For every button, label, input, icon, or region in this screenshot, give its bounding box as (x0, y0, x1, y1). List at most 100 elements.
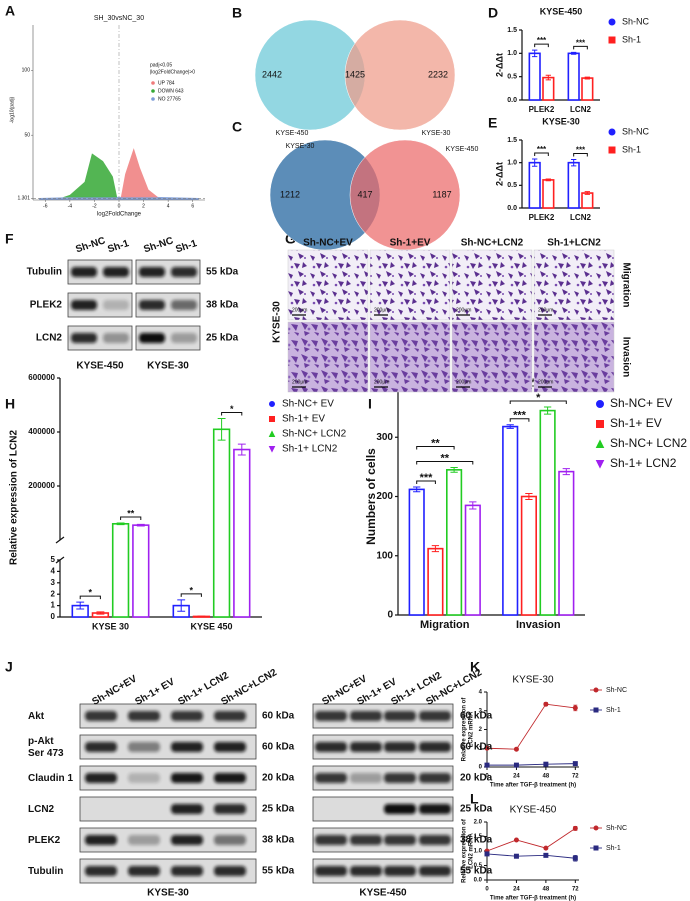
legend-title: padj<0.05 (150, 62, 172, 68)
marker (608, 36, 616, 44)
venn-count: 2232 (428, 69, 448, 79)
blot-band (139, 267, 165, 277)
legend-label: Sh-NC (622, 126, 650, 136)
y-tick-label: 600000 (28, 373, 55, 382)
size-label: 60 kDa (262, 742, 295, 753)
row-label: LCN2 (36, 333, 63, 344)
y-tick-label: 0.0 (474, 878, 483, 884)
size-label: 55 kDa (460, 866, 493, 877)
bar (502, 425, 519, 616)
bar (528, 161, 541, 209)
significance-bracket (416, 460, 474, 465)
lane-label: Sh-NC (142, 235, 174, 255)
blot-band (315, 773, 347, 783)
marker (513, 853, 519, 859)
y-tick-label: 3 (479, 708, 483, 714)
significance-label: *** (513, 410, 527, 422)
venn-circle (344, 19, 456, 131)
x-tick-label: 48 (543, 887, 550, 893)
row-label-line: Claudin 1 (28, 773, 73, 784)
blot-band (71, 267, 97, 277)
y-tick-label: 0 (51, 612, 56, 621)
marker (484, 851, 490, 857)
scale-label: 200μm (292, 379, 307, 385)
y-tick-label: 2.0 (474, 820, 483, 826)
blot-band (419, 711, 451, 721)
marker (596, 400, 604, 408)
micrograph (533, 249, 615, 321)
marker (543, 701, 549, 707)
significance-bracket (180, 593, 202, 597)
blot-band (384, 742, 416, 752)
x-tick-label: Invasion (516, 619, 561, 631)
x-tick-label: -2 (92, 203, 97, 209)
y-tick-label: 1 (51, 601, 56, 610)
blot-band (171, 300, 197, 310)
row-label: Migration (620, 263, 631, 308)
significance-bracket (573, 45, 588, 50)
micrograph (287, 321, 369, 393)
bar (567, 52, 580, 101)
marker (513, 837, 519, 843)
error-bar (506, 424, 514, 429)
marker (484, 745, 490, 751)
significance-bracket (509, 418, 530, 422)
x-axis-label: log2FoldChange (97, 212, 142, 218)
panel-label: J (5, 659, 13, 675)
significance-bracket (221, 412, 243, 416)
group-label: KYSE-450 (359, 888, 407, 899)
y-tick-label: 3 (51, 578, 56, 587)
legend-marker (151, 89, 155, 93)
y-axis-label: -log10(padj) (9, 96, 15, 123)
group-label: KYSE-450 (76, 361, 124, 372)
scale-label: 200μm (538, 307, 553, 313)
bar (581, 77, 594, 101)
x-tick-label: LCN2 (570, 105, 591, 114)
error-bar (136, 523, 145, 527)
panel-label: E (488, 115, 497, 131)
blot-band (384, 804, 416, 814)
panel-label: A (5, 3, 15, 19)
row-label: PLEK2 (30, 300, 63, 311)
bar (212, 428, 231, 618)
column-label: Sh-NC+EV (303, 238, 353, 249)
row-label: p-Akt Ser 473 (28, 736, 64, 759)
lane-label: Sh-1 (106, 238, 130, 255)
y-axis-label-line: Relative expression of (461, 818, 467, 883)
panel-label: D (488, 5, 498, 21)
y-tick-label: 0.5 (474, 863, 483, 869)
blot-band (171, 711, 203, 721)
y-tick-label: 1.301 (17, 196, 30, 202)
bar (567, 161, 580, 209)
y-axis-label-line: Relative expression of (461, 697, 467, 762)
legend-label: Sh-1+ EV (610, 416, 662, 430)
significance-label: *** (576, 146, 586, 155)
marker (268, 446, 276, 453)
y-tick-label: 0.0 (507, 205, 517, 212)
blot-band (171, 773, 203, 783)
row-label: Invasion (620, 337, 631, 378)
y-axis-label-line: LCN2 mRNA (468, 833, 474, 869)
blot-band (350, 866, 382, 876)
x-axis-label: Time after TGF-β treatment (h) (490, 896, 576, 901)
row-label: Tubulin (27, 267, 62, 278)
lane-label: Sh-NC (74, 235, 106, 255)
blot-band (350, 835, 382, 845)
scale-label: 200μm (456, 307, 471, 313)
y-tick-label: 4 (479, 690, 483, 696)
y-tick-label: 1.0 (474, 849, 483, 855)
y-tick-label: 100 (376, 550, 393, 561)
row-label-line: Akt (28, 711, 45, 722)
series-line (487, 763, 576, 766)
error-bar (431, 545, 440, 553)
row-label-line: LCN2 (28, 804, 55, 815)
y-axis-label: Numbers of cells (364, 448, 378, 545)
significance-bracket (534, 43, 549, 48)
size-label: 38 kDa (262, 835, 295, 846)
micrograph (369, 249, 451, 321)
size-label: 60 kDa (460, 742, 493, 753)
scale-label: 200μm (374, 379, 389, 385)
x-tick-label: 4 (167, 203, 170, 209)
scale-label: 200μm (538, 379, 553, 385)
significance-label: *** (537, 36, 547, 45)
